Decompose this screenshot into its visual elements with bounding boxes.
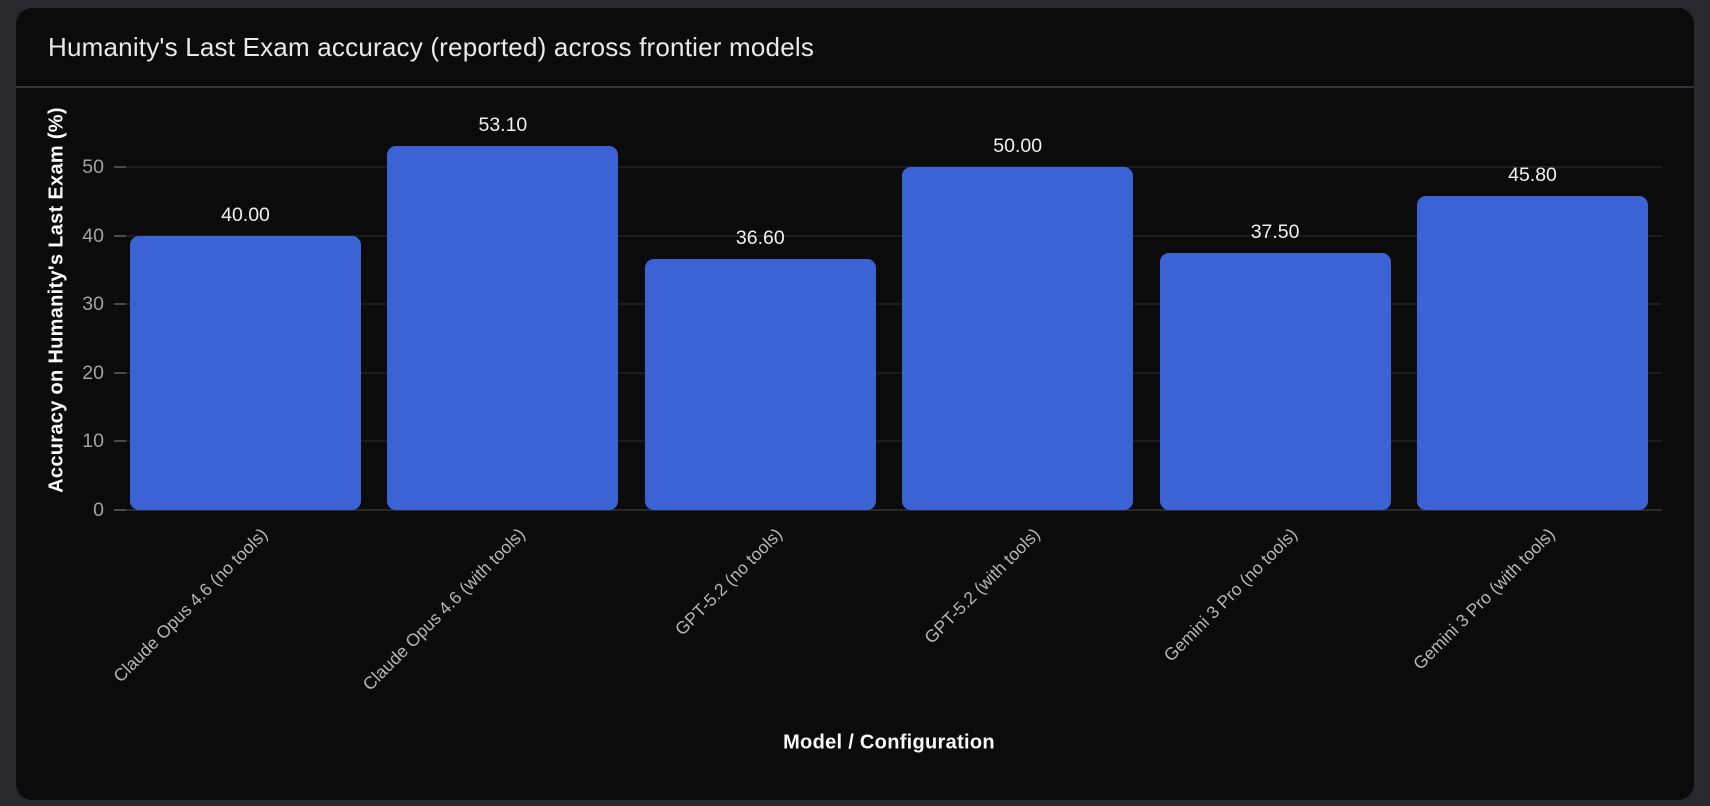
gridline: [126, 440, 1662, 443]
bar: [387, 145, 619, 510]
x-category-label: Gemini 3 Pro (no tools): [1159, 524, 1302, 666]
gridline: [126, 166, 1662, 168]
y-tick-label: 10: [82, 430, 104, 453]
x-category-label: GPT-5.2 (with tools): [920, 524, 1044, 648]
bar: [1159, 252, 1391, 510]
bar-value-label: 36.60: [735, 226, 785, 249]
gridline: [126, 371, 1662, 374]
bar: [1417, 195, 1648, 510]
x-category-label: GPT-5.2 (no tools): [671, 524, 787, 640]
y-tick-label: 0: [93, 499, 104, 521]
gridline: [126, 234, 1662, 237]
y-tick-mark: [114, 166, 126, 168]
bar-value-label: 45.80: [1508, 163, 1557, 186]
chart-title: Humanity's Last Exam accuracy (reported)…: [48, 31, 815, 62]
x-category-label: Gemini 3 Pro (with tools): [1409, 524, 1559, 674]
bar-value-label: 40.00: [221, 203, 270, 226]
x-category-label: Claude Opus 4.6 (no tools): [109, 524, 272, 687]
bar-value-label: 53.10: [478, 113, 528, 136]
y-tick-mark: [114, 234, 126, 237]
x-axis-title: Model / Configuration: [783, 731, 995, 754]
x-category-label: Claude Opus 4.6 (with tools): [358, 524, 530, 695]
y-tick-mark: [114, 509, 126, 511]
bar: [644, 258, 876, 510]
y-tick-mark: [114, 440, 126, 443]
y-tick-mark: [114, 303, 126, 306]
y-tick-label: 20: [82, 361, 104, 384]
y-tick-label: 40: [82, 224, 104, 247]
y-tick-label: 30: [82, 293, 104, 316]
gridline: [126, 509, 1662, 511]
y-tick-mark: [114, 371, 126, 374]
bar-value-label: 50.00: [993, 135, 1043, 157]
card-header: Humanity's Last Exam accuracy (reported)…: [16, 8, 1694, 88]
bar-value-label: 37.50: [1250, 220, 1300, 243]
bar: [130, 235, 361, 510]
gridline: [126, 303, 1662, 306]
y-tick-label: 50: [82, 156, 104, 178]
bar: [902, 167, 1134, 510]
